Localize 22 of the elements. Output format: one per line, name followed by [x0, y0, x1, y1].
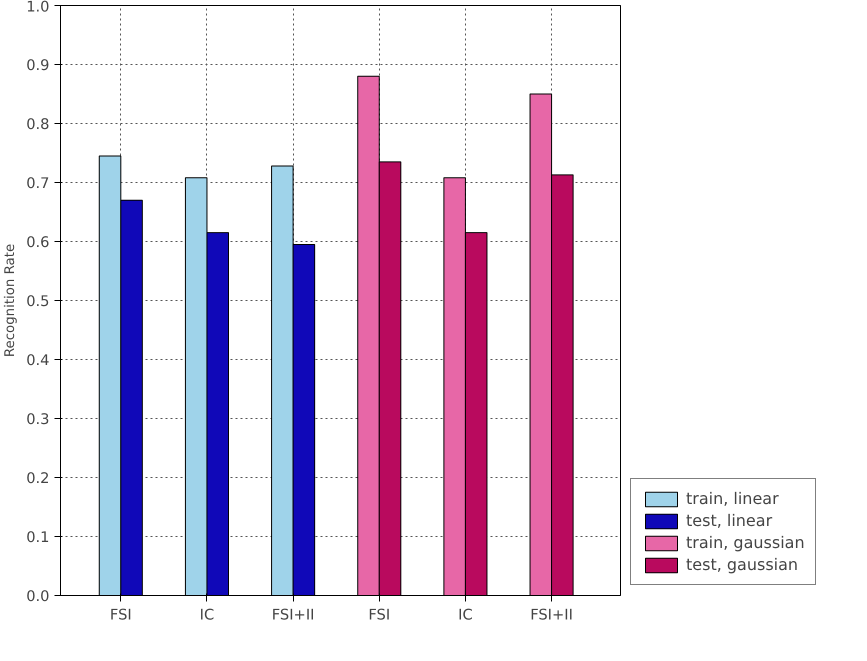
legend-label: test, gaussian	[686, 555, 798, 574]
y-tick-label: 0.2	[26, 470, 50, 487]
y-tick-label: 0.4	[26, 352, 50, 369]
legend-label: test, linear	[686, 511, 772, 530]
y-axis-title: Recognition Rate	[3, 244, 18, 358]
y-tick-label: 0.1	[26, 529, 50, 546]
x-tick-label: FSI+II	[272, 606, 314, 624]
y-tick-label: 0.7	[26, 175, 50, 192]
x-tick-label: FSI	[110, 606, 132, 624]
legend-label: train, gaussian	[686, 533, 805, 552]
y-tick-label: 0.0	[26, 588, 50, 605]
y-tick-label: 0.9	[26, 57, 50, 74]
x-tick-label: IC	[200, 606, 214, 624]
y-tick-label: 0.6	[26, 234, 50, 251]
x-tick-label: IC	[458, 606, 473, 624]
legend-label: train, linear	[686, 489, 779, 508]
y-tick-label: 0.8	[26, 116, 50, 133]
x-tick-label: FSI+II	[530, 606, 573, 624]
y-tick-label: 0.5	[26, 293, 50, 310]
y-tick-label: 1.0	[26, 0, 50, 16]
x-tick-label: FSI	[368, 606, 390, 624]
y-tick-label: 0.3	[26, 411, 50, 428]
